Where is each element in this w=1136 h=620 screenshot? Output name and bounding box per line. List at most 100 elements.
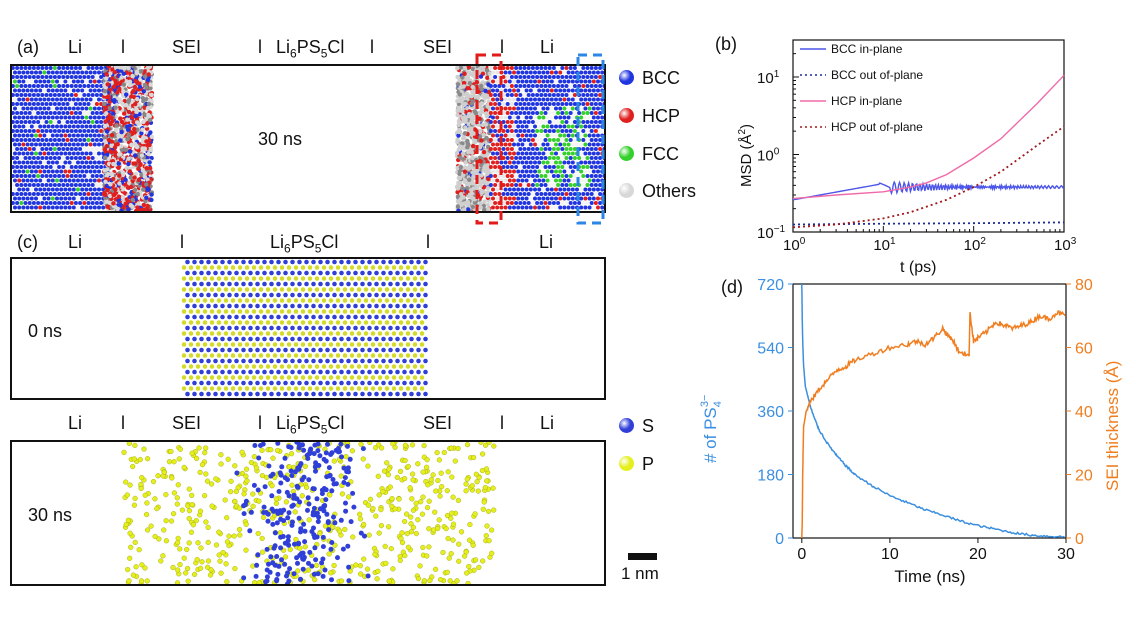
atom <box>398 276 404 281</box>
atom <box>304 292 309 298</box>
atom <box>185 336 190 342</box>
atom <box>528 88 533 93</box>
atom <box>589 75 594 79</box>
atom <box>29 115 34 120</box>
atom <box>596 133 600 138</box>
atom <box>476 144 481 149</box>
atom <box>188 276 194 281</box>
atom <box>138 162 143 167</box>
atom <box>220 549 226 556</box>
atom <box>31 201 36 205</box>
atom <box>293 320 299 325</box>
atom <box>587 187 592 192</box>
atom <box>55 133 59 138</box>
atom <box>381 292 386 298</box>
atom <box>570 106 575 111</box>
atom <box>541 196 546 201</box>
atom <box>13 169 17 174</box>
atom <box>65 183 70 187</box>
lattice-0ns <box>181 259 428 397</box>
atom <box>57 192 62 196</box>
atom <box>596 178 600 183</box>
atom <box>395 314 400 320</box>
atom <box>63 151 68 156</box>
atom <box>237 320 243 325</box>
atom <box>133 113 138 119</box>
atom <box>90 165 95 169</box>
atom <box>377 298 383 303</box>
atom <box>543 138 548 142</box>
atom <box>19 165 24 169</box>
atom <box>509 120 514 124</box>
atom <box>377 265 383 270</box>
atom <box>545 196 550 201</box>
atom <box>29 70 34 75</box>
atom <box>206 391 211 397</box>
atom <box>259 472 266 479</box>
atom <box>589 66 594 70</box>
atom <box>40 156 45 160</box>
atom <box>290 303 295 309</box>
atom <box>480 558 486 564</box>
atom <box>585 66 590 70</box>
atom <box>84 133 89 138</box>
atom <box>322 523 329 529</box>
atom <box>223 320 229 325</box>
atom <box>118 138 123 143</box>
atom <box>143 208 149 211</box>
atom <box>564 138 569 142</box>
atom <box>230 386 236 391</box>
atom <box>526 84 531 88</box>
atom <box>293 353 299 358</box>
atom <box>80 169 85 174</box>
atom <box>272 287 278 292</box>
atom <box>593 102 598 106</box>
atom <box>520 124 525 129</box>
li-left-label: Li <box>68 413 83 433</box>
atom <box>286 375 292 380</box>
atom <box>61 174 66 178</box>
atom <box>412 375 418 380</box>
atom <box>522 84 527 88</box>
atom <box>13 205 17 210</box>
atom <box>579 196 584 201</box>
atom <box>478 205 483 210</box>
atom <box>40 147 45 151</box>
atom <box>57 93 62 97</box>
atom <box>469 115 474 120</box>
atom <box>469 483 475 489</box>
atom <box>59 151 64 156</box>
atom <box>435 477 441 484</box>
atom <box>522 138 527 142</box>
atom <box>554 196 558 201</box>
atom <box>17 187 22 192</box>
atom <box>321 309 327 314</box>
atom <box>512 106 516 111</box>
atom <box>339 347 344 353</box>
atom <box>80 124 85 129</box>
atom <box>325 303 330 309</box>
atom <box>262 336 267 342</box>
atom <box>503 151 508 156</box>
atom <box>575 151 579 156</box>
atom <box>55 115 59 120</box>
atom <box>395 292 400 298</box>
atom <box>349 265 355 270</box>
atom <box>31 147 36 151</box>
atom <box>99 120 104 124</box>
atom <box>31 129 36 133</box>
atom <box>297 347 302 353</box>
atom <box>583 97 588 102</box>
atom <box>94 174 99 178</box>
atom <box>503 178 508 183</box>
atom <box>537 178 542 183</box>
atom <box>444 488 450 494</box>
atom <box>583 70 588 75</box>
atom <box>36 111 41 115</box>
atom <box>185 380 190 386</box>
atom <box>346 358 351 364</box>
atom <box>84 106 89 111</box>
atom <box>395 270 400 276</box>
atom <box>227 325 232 331</box>
atom <box>600 142 604 147</box>
